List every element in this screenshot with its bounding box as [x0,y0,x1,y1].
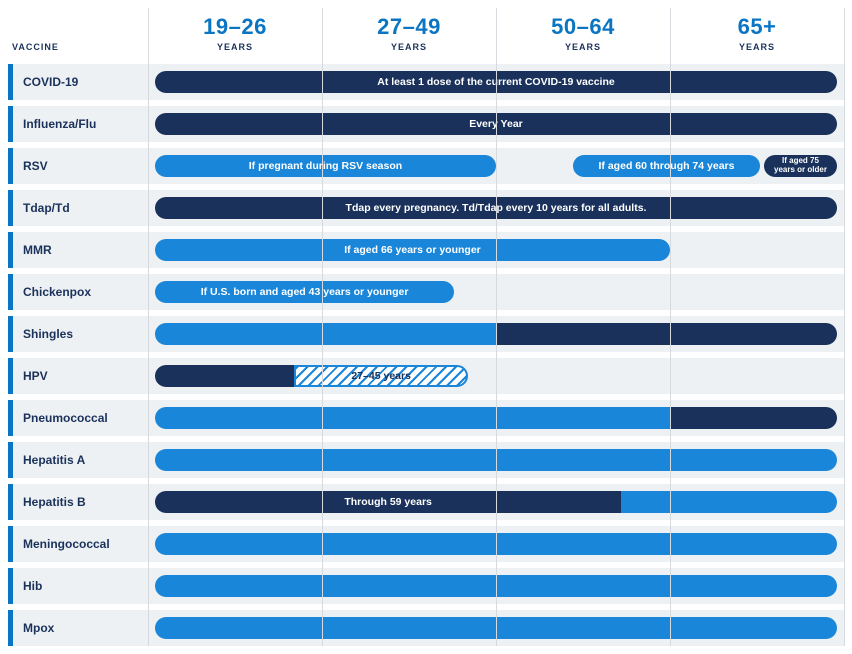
vaccine-label: MMR [8,232,148,268]
recommendation-bar: If aged 60 through 74 years [573,155,761,177]
vaccine-label: Chickenpox [8,274,148,310]
vaccine-label: Meningococcal [8,526,148,562]
recommendation-bar: If aged 66 years or younger [155,239,670,261]
recommendation-bar: If U.S. born and aged 43 years or younge… [155,281,454,303]
column-divider [496,8,497,646]
vaccine-label: Hib [8,568,148,604]
header-age-0: 19–26 YEARS [148,8,322,64]
column-divider [322,8,323,646]
recommendation-bar [155,407,670,429]
vaccine-label: HPV [8,358,148,394]
recommendation-bar [670,407,837,429]
vaccine-label: Mpox [8,610,148,646]
header-vaccine-label: VACCINE [8,8,148,64]
vaccine-label: Influenza/Flu [8,106,148,142]
header-age-3: 65+ YEARS [670,8,844,64]
header-age-2: 50–64 YEARS [496,8,670,64]
column-divider [670,8,671,646]
recommendation-bar [621,491,837,513]
vaccine-label: Tdap/Td [8,190,148,226]
vaccine-label: Hepatitis B [8,484,148,520]
column-divider [148,8,149,646]
recommendation-bar [496,323,837,345]
recommendation-bar: Through 59 years [155,491,621,513]
recommendation-bar [155,323,496,345]
vaccine-schedule-chart: VACCINE 19–26 YEARS 27–49 YEARS 50–64 YE… [8,8,844,646]
vaccine-label: Pneumococcal [8,400,148,436]
vaccine-label: Hepatitis A [8,442,148,478]
vaccine-label: Shingles [8,316,148,352]
vaccine-label: RSV [8,148,148,184]
recommendation-bar: If pregnant during RSV season [155,155,496,177]
recommendation-bar: 27–45 years [294,365,468,387]
recommendation-bar: If aged 75 years or older [764,155,837,177]
column-divider [844,8,845,646]
header-age-1: 27–49 YEARS [322,8,496,64]
vaccine-label: COVID-19 [8,64,148,100]
recommendation-bar [155,365,294,387]
